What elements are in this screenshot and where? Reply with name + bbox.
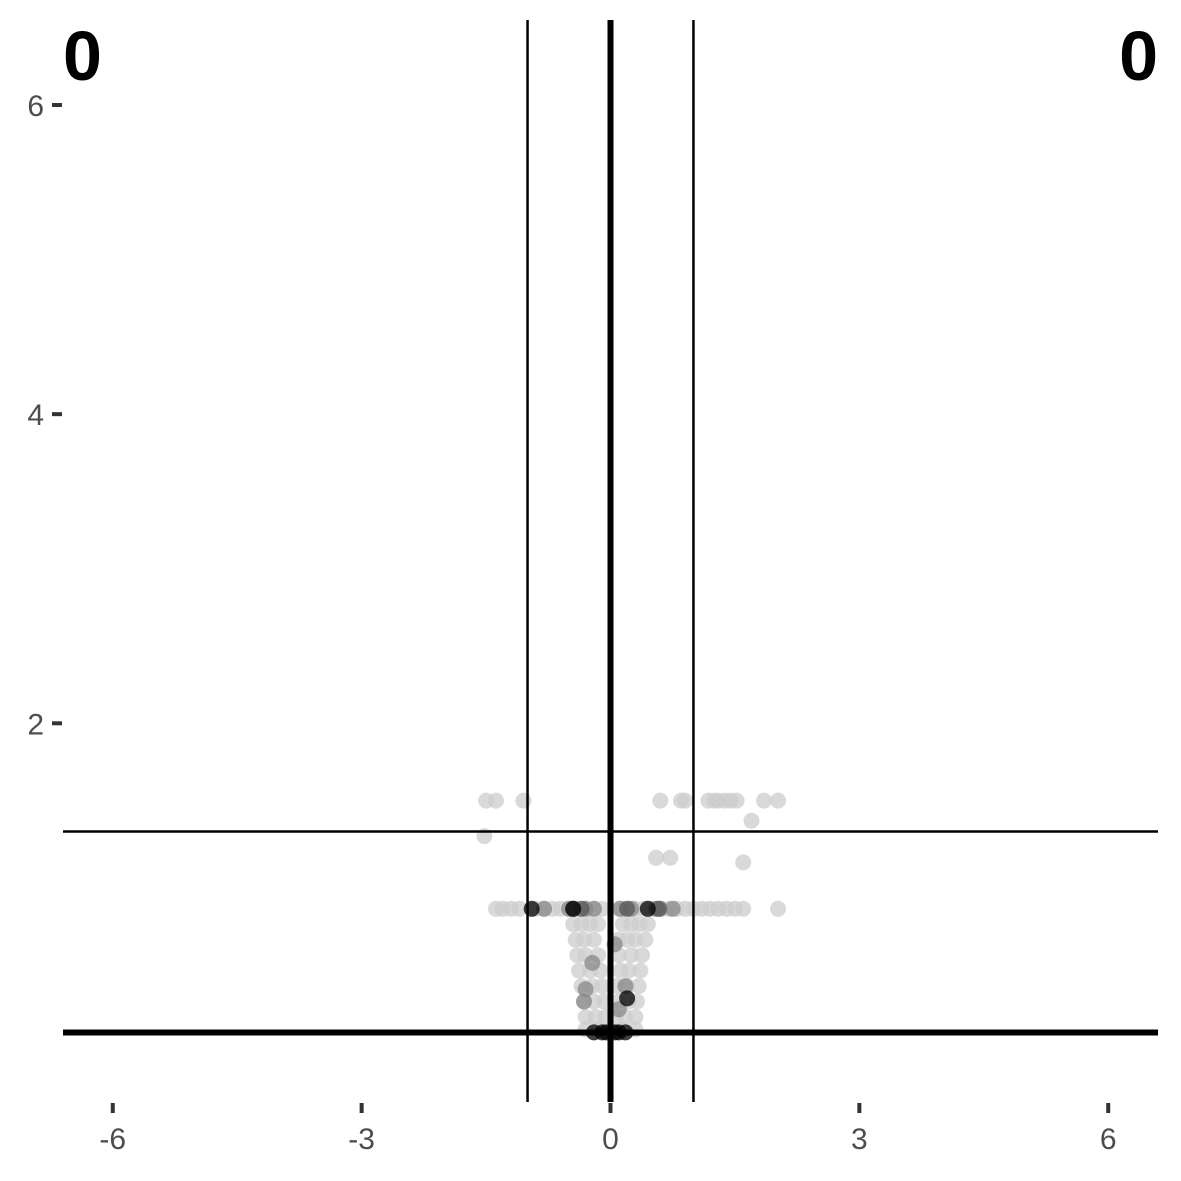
y-tick-label: 2 [27,708,44,741]
data-point-light [770,792,787,809]
data-point-light [756,792,772,809]
x-tick-label: 0 [602,1123,619,1156]
data-point-light [637,931,654,948]
x-tick-label: 3 [851,1123,868,1156]
count-top-left: 0 [63,17,102,95]
x-tick-label: -6 [99,1123,126,1156]
data-point-light [735,900,752,917]
data-point-light [627,1009,644,1025]
count-top-right: 0 [1119,17,1158,95]
y-tick-label: 6 [27,90,44,123]
data-point-light [620,962,637,979]
data-point-mid [585,900,602,917]
reference-lines [63,20,1158,1102]
y-tick-label: 4 [27,399,44,432]
data-point-light [652,792,669,809]
data-point-light [634,947,650,964]
data-point-light [632,962,649,979]
data-point-mid [576,993,592,1010]
data-point-light [677,792,694,809]
data-point-black [523,900,540,917]
data-point-light [594,978,611,995]
data-point-light [590,916,607,933]
data-point-dark [619,900,636,917]
data-point-mid [536,900,553,917]
data-point-mid [664,900,681,917]
data-point-light [735,854,752,871]
data-point-light [648,849,665,866]
data-point-black [619,990,636,1007]
data-point-mid [584,954,601,971]
data-point-mid [577,981,594,998]
data-point-mid [617,978,634,995]
data-point-light [515,792,532,809]
data-point-light [585,931,602,948]
x-tick-label: -3 [348,1123,375,1156]
data-point-light [728,792,745,809]
data-point-light [743,812,760,829]
data-point-light [630,978,647,995]
data-point-light [511,900,528,917]
x-axis: -6 -3 0 3 6 [99,1103,1117,1156]
data-points [476,792,787,1041]
data-point-black [639,900,656,917]
data-point-light [488,792,504,809]
data-point-black [565,900,582,917]
data-point-light [639,916,656,933]
data-point-mid [610,1001,627,1018]
x-tick-label: 6 [1100,1123,1117,1156]
data-point-light [770,900,787,917]
data-point-light [662,849,679,866]
y-axis: 2 4 6 [27,90,62,741]
